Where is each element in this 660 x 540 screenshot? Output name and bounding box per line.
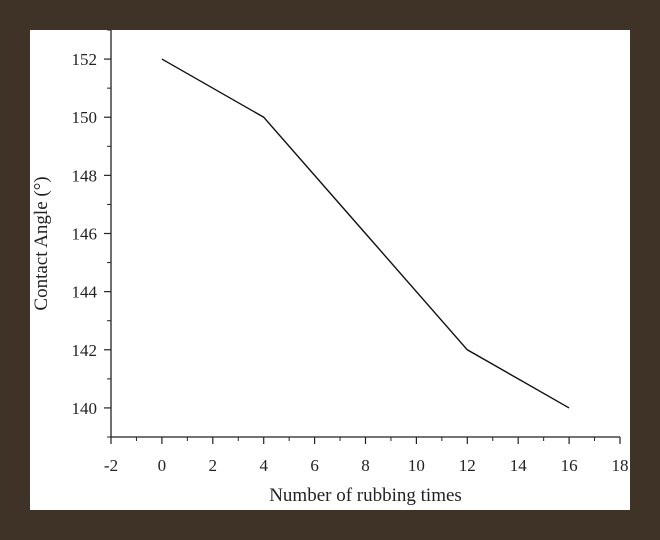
x-tick-label: 0: [158, 456, 167, 475]
y-tick-label: 140: [72, 399, 98, 418]
y-tick-label: 146: [72, 225, 98, 244]
tick-labels: -2 0 2 4 6 8 10 12 14 16 18 140 142 144 146 148 150 152: [72, 50, 629, 475]
y-tick-label: 152: [72, 50, 98, 69]
x-tick-label: 8: [361, 456, 370, 475]
y-tick-label: 142: [72, 341, 98, 360]
x-tick-label: 4: [259, 456, 268, 475]
line-chart: -2 0 2 4 6 8 10 12 14 16 18 140 142 144 146 148 150 152 N…: [31, 30, 629, 506]
x-tick-label: 2: [209, 456, 218, 475]
x-tick-label: 12: [459, 456, 476, 475]
x-tick-label: -2: [104, 456, 118, 475]
series-line: [161, 58, 570, 409]
ticks: [104, 30, 621, 444]
x-axis-title: Number of rubbing times: [269, 485, 462, 506]
y-tick-label: 150: [72, 108, 98, 127]
x-tick-label: 6: [310, 456, 319, 475]
x-tick-label: 10: [408, 456, 425, 475]
x-tick-label: 16: [561, 456, 578, 475]
y-tick-label: 144: [72, 283, 98, 302]
series: [161, 58, 570, 409]
x-tick-label: 14: [510, 456, 528, 475]
x-tick-label: 18: [612, 456, 629, 475]
y-tick-label: 148: [72, 166, 98, 185]
y-axis-title: Contact Angle (°): [31, 176, 52, 310]
chart-panel: -2 0 2 4 6 8 10 12 14 16 18 140 142 144 146 148 150 152 N…: [30, 30, 630, 510]
